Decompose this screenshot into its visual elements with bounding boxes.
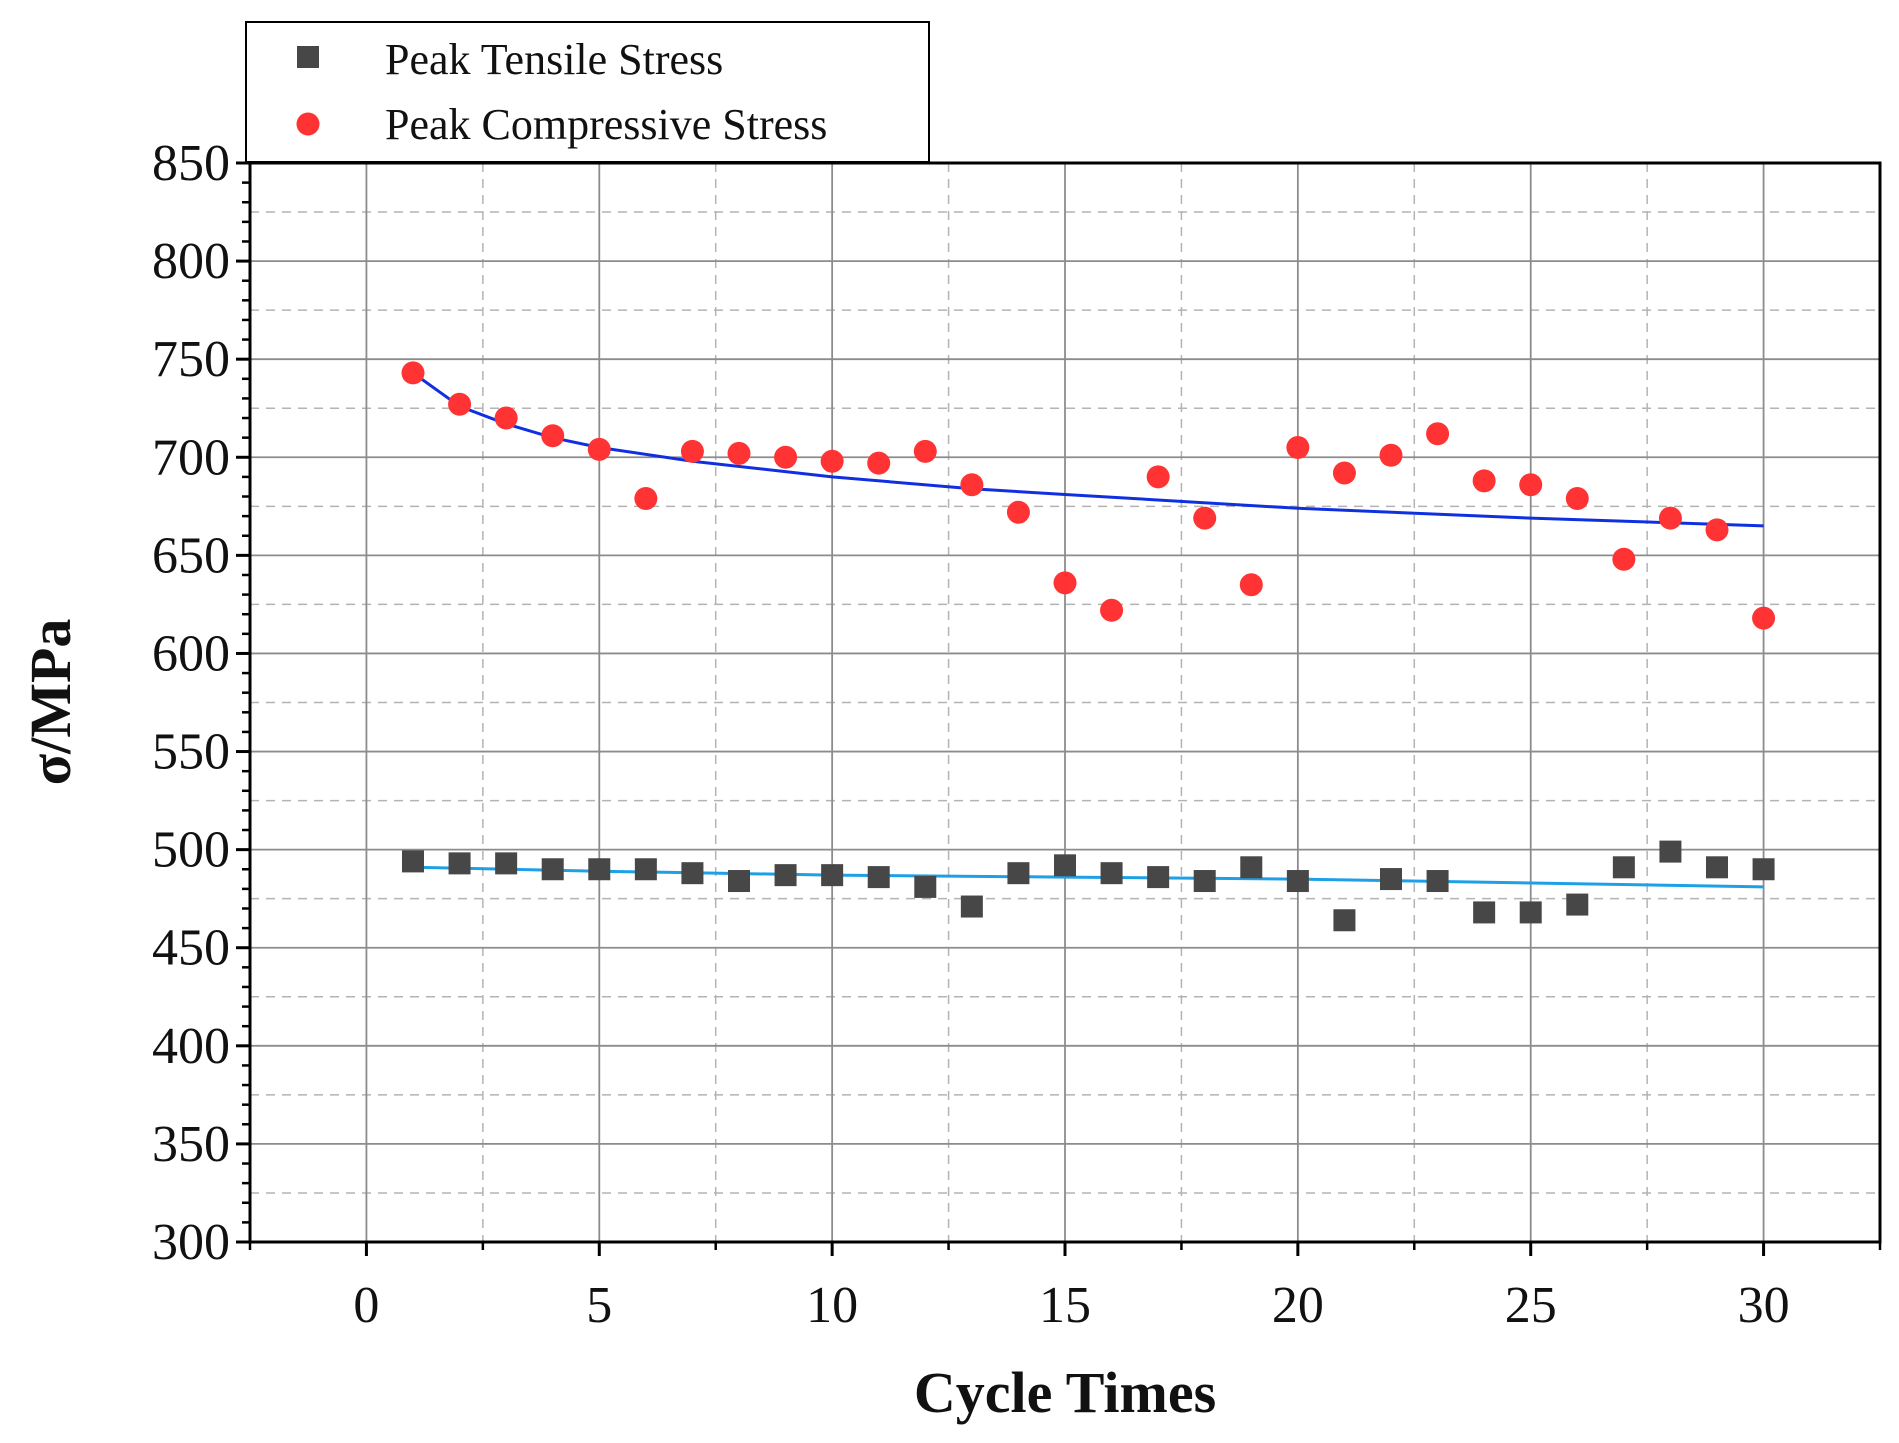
- tensile-point: [728, 870, 750, 893]
- legend: Peak Tensile Stress Peak Compressive Str…: [245, 21, 930, 163]
- compressive-point: [1752, 606, 1776, 630]
- grid: [250, 163, 1880, 1242]
- compressive-point: [401, 361, 425, 385]
- tensile-point: [1007, 862, 1030, 885]
- y-tick-label: 300: [152, 1214, 230, 1271]
- compressive-point: [448, 392, 472, 416]
- compressive-point: [1565, 486, 1589, 510]
- compressive-point: [960, 473, 984, 497]
- compressive-point: [1519, 473, 1543, 497]
- tensile-point: [1054, 854, 1076, 877]
- tensile-fit-line: [412, 865, 1764, 889]
- data-points: [401, 361, 1776, 932]
- y-tick-label: 600: [152, 625, 230, 682]
- y-tick-label: 800: [152, 233, 230, 290]
- y-tick-label: 500: [152, 822, 230, 879]
- x-tick-label: 25: [1505, 1277, 1557, 1334]
- compressive-point: [1286, 435, 1310, 459]
- tensile-point: [681, 862, 704, 885]
- x-axis-title: Cycle Times: [914, 1360, 1216, 1425]
- x-tick-label: 20: [1272, 1277, 1324, 1334]
- compressive-point: [1705, 518, 1729, 542]
- tensile-point: [821, 864, 844, 887]
- compressive-point: [1193, 506, 1217, 530]
- legend-compressive-marker: [296, 112, 320, 136]
- compressive-point: [1006, 500, 1030, 524]
- x-tick-label: 10: [806, 1277, 858, 1334]
- tensile-point: [1752, 858, 1775, 881]
- tensile-point: [1473, 901, 1496, 924]
- tensile-point: [1706, 856, 1728, 879]
- legend-tensile-marker: [297, 46, 319, 68]
- tensile-point: [1333, 909, 1356, 932]
- tensile-point: [1566, 893, 1589, 916]
- compressive-point: [1472, 469, 1496, 493]
- compressive-point: [1658, 506, 1682, 530]
- compressive-point: [1379, 443, 1403, 467]
- compressive-point: [634, 486, 658, 510]
- compressive-point: [1426, 422, 1450, 446]
- y-tick-label: 700: [152, 429, 230, 486]
- x-tick-label: 15: [1039, 1277, 1091, 1334]
- tensile-point: [1426, 870, 1449, 893]
- compressive-point: [727, 441, 751, 465]
- compressive-point: [913, 439, 937, 463]
- tensile-point: [1612, 856, 1635, 879]
- x-tick-label: 30: [1738, 1277, 1790, 1334]
- tensile-point: [1286, 870, 1309, 893]
- tensile-point: [1100, 862, 1123, 885]
- compressive-point: [1612, 547, 1636, 571]
- y-tick-label: 550: [152, 724, 230, 781]
- legend-box: [245, 21, 930, 163]
- compressive-point: [541, 424, 565, 448]
- x-tick-label: 0: [353, 1277, 379, 1334]
- axes: 300 350 400 450 500 550 600 650 700 750 800 850 0 5 10…: [152, 135, 1882, 1334]
- tensile-point: [1659, 840, 1682, 863]
- compressive-point: [867, 451, 891, 475]
- legend-tensile-label: Peak Tensile Stress: [385, 35, 723, 84]
- tensile-point: [588, 858, 611, 881]
- y-tick-label: 850: [152, 135, 230, 192]
- y-tick-label: 750: [152, 331, 230, 388]
- compressive-point: [1100, 598, 1124, 622]
- compressive-point: [1053, 571, 1077, 595]
- tensile-point: [541, 858, 564, 881]
- tensile-point: [495, 852, 518, 875]
- compressive-fit-line: [412, 371, 1764, 528]
- x-tick-label: 5: [586, 1277, 612, 1334]
- y-axis-title: σ/MPa: [18, 619, 83, 786]
- tensile-point: [774, 864, 797, 887]
- tensile-point: [1519, 901, 1542, 924]
- compressive-point: [680, 439, 704, 463]
- y-tick-label: 350: [152, 1116, 230, 1173]
- compressive-point: [820, 449, 844, 473]
- y-tick-label: 400: [152, 1018, 230, 1075]
- compressive-point: [494, 406, 518, 430]
- tensile-point: [1240, 856, 1263, 879]
- compressive-point: [1332, 461, 1356, 485]
- tensile-point: [1193, 870, 1216, 893]
- tensile-point: [1380, 868, 1402, 891]
- compressive-point: [1146, 465, 1170, 489]
- tensile-point: [402, 850, 424, 873]
- tensile-point: [960, 895, 983, 918]
- tensile-point: [448, 852, 471, 875]
- tensile-point: [1147, 866, 1170, 889]
- tensile-point: [914, 875, 937, 898]
- compressive-point: [774, 445, 798, 469]
- tensile-point: [634, 858, 657, 881]
- legend-compressive-label: Peak Compressive Stress: [385, 100, 827, 149]
- tensile-point: [867, 866, 890, 889]
- y-tick-label: 450: [152, 920, 230, 977]
- compressive-point: [587, 437, 611, 461]
- compressive-point: [1239, 573, 1263, 597]
- fit-lines: [412, 371, 1764, 889]
- y-tick-label: 650: [152, 527, 230, 584]
